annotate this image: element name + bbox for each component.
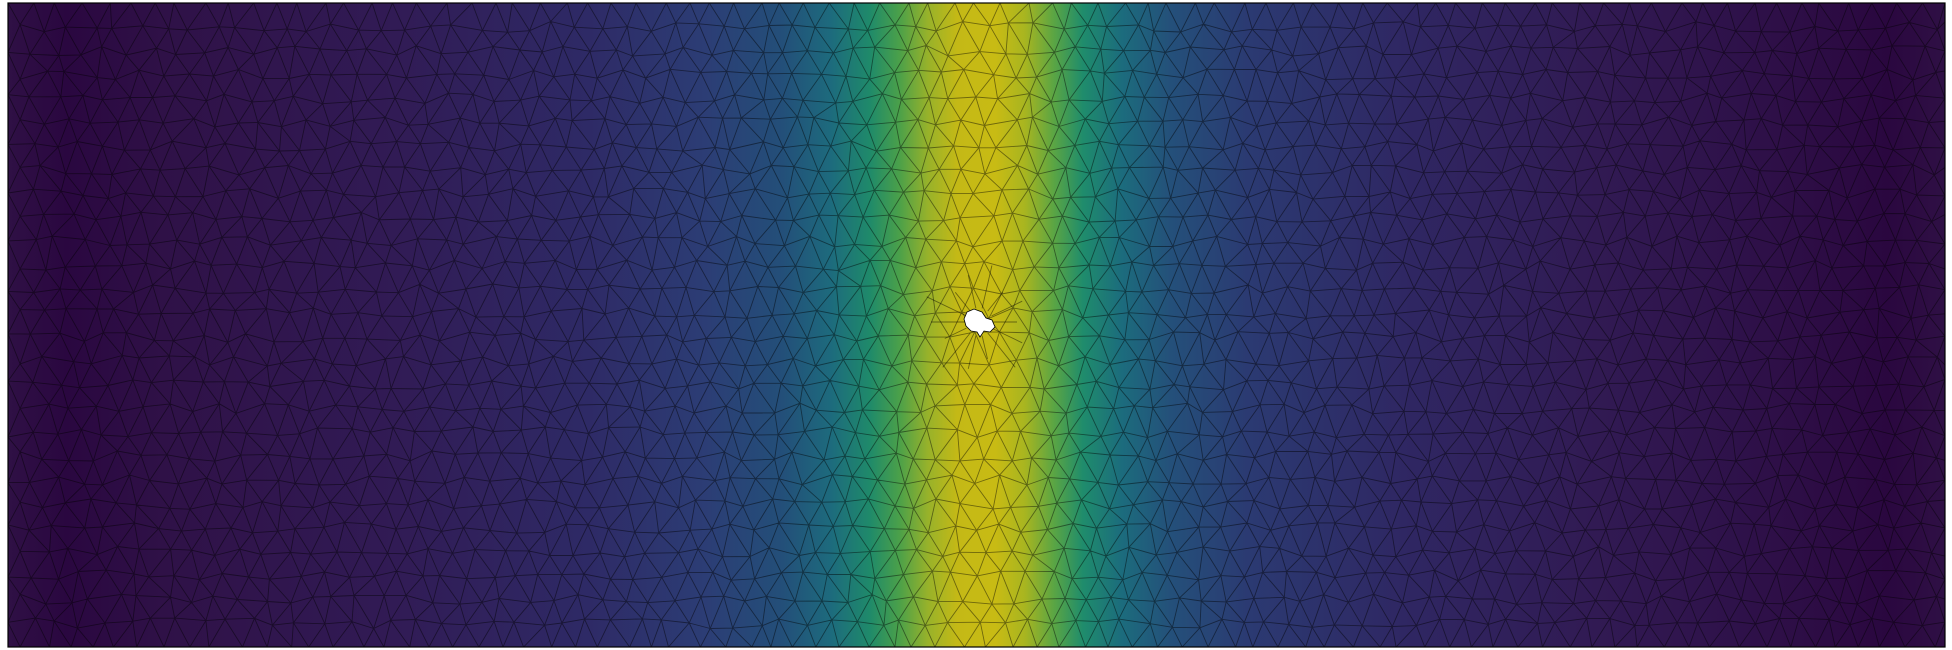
mesh-edges [8,3,1945,647]
mesh-edge-path [8,3,1945,647]
mesh-hole [963,308,996,338]
hole-refinement-edges [926,265,1023,369]
domain-border [7,2,1946,648]
